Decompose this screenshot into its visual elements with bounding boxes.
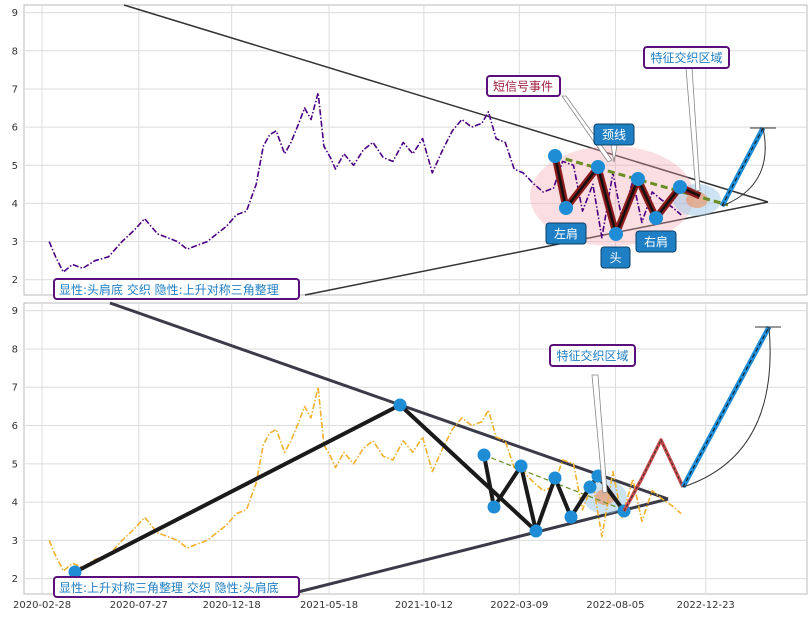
legend-box [53, 576, 300, 598]
x-tick-label: 2022-03-09 [490, 600, 548, 611]
price-line [48, 386, 682, 572]
tag-head: 头 [600, 246, 631, 269]
pattern-node-head [609, 227, 623, 241]
y-tick-label: 4 [12, 199, 18, 210]
y-tick-label: 9 [12, 8, 18, 19]
callout-zone-label: 特征交织区域 [556, 348, 628, 363]
x-tick-label: 2020-07-27 [110, 600, 168, 611]
tag-head-label: 头 [609, 251, 621, 265]
y-tick-label: 2 [12, 574, 18, 585]
tag-left-shoulder-label: 左肩 [554, 226, 578, 241]
y-tick-label: 8 [12, 344, 18, 355]
pattern-node [529, 524, 543, 538]
tag-right-shoulder: 右肩 [635, 230, 677, 253]
bottom-triangle-pattern [68, 398, 631, 579]
y-tick-label: 9 [12, 306, 18, 317]
callout-zone-top: 特征交织区域 [643, 46, 730, 192]
pattern-node [514, 459, 528, 473]
x-tick-label: 2021-10-12 [395, 600, 453, 611]
pattern-node [631, 172, 645, 186]
callout-neckline: 颈线 [593, 123, 635, 163]
legend-top-label: 显性:头肩底 交织 隐性:上升对称三角整理 [59, 282, 279, 297]
pattern-node [548, 149, 562, 163]
y-tick-label: 6 [12, 123, 18, 134]
y-tick-label: 7 [12, 84, 18, 95]
callout-signal: 短信号事件 [486, 75, 613, 163]
y-tick-label: 7 [12, 383, 18, 394]
callout-zone-bottom: 特征交织区域 [549, 344, 636, 494]
pattern-node [68, 565, 82, 579]
x-tick-label: 2020-02-28 [13, 600, 71, 611]
price-line [48, 92, 682, 273]
bottom-hs-path [482, 454, 538, 532]
y-tick-label: 6 [12, 421, 18, 432]
projection-core [682, 326, 770, 488]
x-tick-label: 2020-12-18 [203, 600, 261, 611]
x-tick-label: 2022-08-05 [586, 600, 644, 611]
x-tick-label: 2021-05-18 [300, 600, 358, 611]
tag-right-shoulder-label: 右肩 [644, 234, 668, 249]
legend-bottom: 显性:上升对称三角整理 交织 隐性:头肩底 [53, 576, 300, 598]
top-y-axis: 2 3 4 5 6 7 8 9 [12, 8, 18, 286]
callout-zone-label: 特征交织区域 [650, 50, 722, 65]
top-projection [719, 126, 776, 208]
y-tick-label: 3 [12, 237, 18, 248]
bottom-x-axis: 2020-02-28 2020-07-27 2020-12-18 2021-05-18… [13, 600, 735, 611]
pattern-node [591, 160, 605, 174]
pattern-node [477, 448, 491, 462]
pattern-node [487, 500, 501, 514]
x-tick-label: 2022-12-23 [677, 600, 735, 611]
legend-bottom-label: 显性:上升对称三角整理 交织 隐性:头肩底 [59, 580, 279, 595]
y-tick-label: 2 [12, 275, 18, 286]
callout-neckline-label: 颈线 [602, 128, 626, 142]
callout-box [486, 75, 561, 97]
top-triangle [123, 4, 769, 296]
y-tick-label: 5 [12, 161, 18, 172]
top-triangle-lower-line [304, 201, 769, 296]
callout-box [643, 46, 730, 69]
pattern-node-right-shoulder [649, 211, 663, 225]
pattern-node [564, 510, 578, 524]
tag-box [593, 123, 635, 146]
y-tick-label: 3 [12, 536, 18, 547]
bottom-price-series [48, 386, 682, 572]
tag-box [635, 230, 677, 253]
pattern-node-left-shoulder [559, 201, 573, 215]
callout-signal-label: 短信号事件 [493, 80, 553, 94]
y-tick-label: 4 [12, 498, 18, 509]
top-price-series [48, 92, 682, 273]
projection-arc [721, 127, 766, 207]
bottom-projection [622, 325, 781, 512]
callout-box [549, 344, 636, 367]
projection-core [721, 127, 764, 207]
pattern-node [673, 180, 687, 194]
tag-left-shoulder: 左肩 [545, 222, 587, 245]
pattern-node [548, 471, 562, 485]
projected-hs-core [623, 438, 684, 512]
bottom-y-axis: 2 3 4 5 6 7 8 9 [12, 306, 18, 585]
tag-box [600, 246, 631, 269]
top-hs-pattern [548, 149, 729, 241]
y-tick-label: 5 [12, 459, 18, 470]
top-grid [24, 5, 807, 295]
projection-arc [682, 326, 771, 488]
legend-top: 显性:头肩底 交织 隐性:上升对称三角整理 [53, 278, 300, 300]
pattern-node [583, 480, 597, 494]
legend-box [53, 278, 300, 300]
callout-pointer [591, 374, 608, 494]
pattern-node [393, 398, 407, 412]
tag-box [545, 222, 587, 245]
bottom-triangle-upper-line [109, 301, 669, 501]
y-tick-label: 8 [12, 46, 18, 57]
top-triangle-upper-line [123, 4, 769, 203]
